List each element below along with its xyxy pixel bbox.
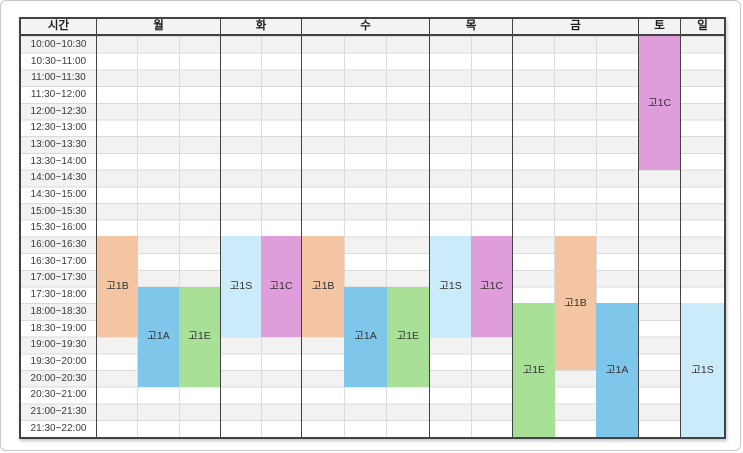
time-slot-cell: 16:30~17:00 bbox=[30, 255, 87, 267]
time-slot-cell: 12:00~12:30 bbox=[30, 105, 87, 117]
time-column-header: 시간 bbox=[47, 19, 70, 32]
class-block[interactable]: 고1B bbox=[554, 236, 597, 370]
class-block[interactable]: 고1S bbox=[681, 303, 724, 437]
time-slot-cell: 10:30~11:00 bbox=[30, 55, 87, 67]
class-block[interactable]: 고1B bbox=[97, 236, 138, 337]
day-header-2: 수 bbox=[301, 19, 429, 34]
time-slot-cell: 12:30~13:00 bbox=[30, 122, 87, 134]
time-slot-cell: 15:00~15:30 bbox=[30, 205, 87, 217]
day-track bbox=[554, 36, 596, 437]
time-slot-cell: 21:30~22:00 bbox=[30, 422, 87, 434]
day-header-6: 일 bbox=[680, 19, 724, 34]
day-column-4: 고1E 고1B 고1A bbox=[512, 36, 638, 437]
day-track bbox=[596, 36, 638, 437]
time-slot-cell: 13:00~13:30 bbox=[30, 138, 87, 150]
class-block[interactable]: 고1C bbox=[471, 236, 512, 337]
time-slot-cell: 14:00~14:30 bbox=[30, 172, 87, 184]
day-column-1: 고1S 고1C bbox=[220, 36, 301, 437]
time-slot-cell: 19:00~19:30 bbox=[30, 339, 87, 351]
time-slot-cell: 13:30~14:00 bbox=[30, 155, 87, 167]
day-header-5: 토 bbox=[638, 19, 680, 34]
day-track bbox=[178, 36, 220, 437]
time-slot-cell: 19:30~20:00 bbox=[30, 355, 87, 367]
day-track bbox=[386, 36, 429, 437]
time-slot-cell: 14:30~15:00 bbox=[30, 189, 87, 201]
class-block[interactable]: 고1A bbox=[138, 286, 179, 387]
day-header-1: 화 bbox=[220, 19, 301, 34]
time-column: 10:00~10:30 10:30~11:00 11:00~11:30 11:30~1… bbox=[21, 36, 96, 437]
class-block[interactable]: 고1A bbox=[596, 303, 638, 437]
day-column-3: 고1S 고1C bbox=[429, 36, 512, 437]
day-header-3: 목 bbox=[429, 19, 512, 34]
class-block[interactable]: 고1C bbox=[261, 236, 301, 337]
time-slot-cell: 11:30~12:00 bbox=[30, 88, 87, 100]
time-slot-cell: 17:00~17:30 bbox=[30, 272, 87, 284]
time-slot-cell: 11:00~11:30 bbox=[31, 72, 86, 84]
class-block[interactable]: 고1C bbox=[639, 36, 680, 170]
day-header-4: 금 bbox=[512, 19, 638, 34]
time-slot-cell: 10:00~10:30 bbox=[30, 38, 87, 50]
time-slot-cell: 18:00~18:30 bbox=[30, 305, 87, 317]
time-slot-cell: 16:00~16:30 bbox=[30, 239, 87, 251]
day-column-6: 고1S bbox=[680, 36, 724, 437]
class-block[interactable]: 고1E bbox=[513, 303, 555, 437]
class-block[interactable]: 고1S bbox=[221, 236, 261, 337]
time-slot-cell: 20:30~21:00 bbox=[30, 389, 87, 401]
time-slot-cell: 18:30~19:00 bbox=[30, 322, 87, 334]
class-block[interactable]: 고1E bbox=[386, 286, 429, 387]
day-column-2: 고1B 고1A 고1E bbox=[301, 36, 429, 437]
time-slot-cell: 15:30~16:00 bbox=[30, 222, 87, 234]
time-slot-cell: 21:00~21:30 bbox=[30, 405, 87, 417]
day-column-0: 고1B 고1A 고1E bbox=[96, 36, 220, 437]
class-block[interactable]: 고1A bbox=[344, 286, 387, 387]
class-block[interactable]: 고1E bbox=[179, 286, 220, 387]
class-block[interactable]: 고1S bbox=[430, 236, 471, 337]
day-header-0: 월 bbox=[96, 19, 220, 34]
day-column-5: 고1C bbox=[638, 36, 680, 437]
time-slot-cell: 20:00~20:30 bbox=[30, 372, 87, 384]
time-slot-cell: 17:30~18:00 bbox=[30, 289, 87, 301]
timetable-body: 10:00~10:30 10:30~11:00 11:00~11:30 11:30~1… bbox=[21, 36, 724, 437]
class-block[interactable]: 고1B bbox=[302, 236, 345, 337]
